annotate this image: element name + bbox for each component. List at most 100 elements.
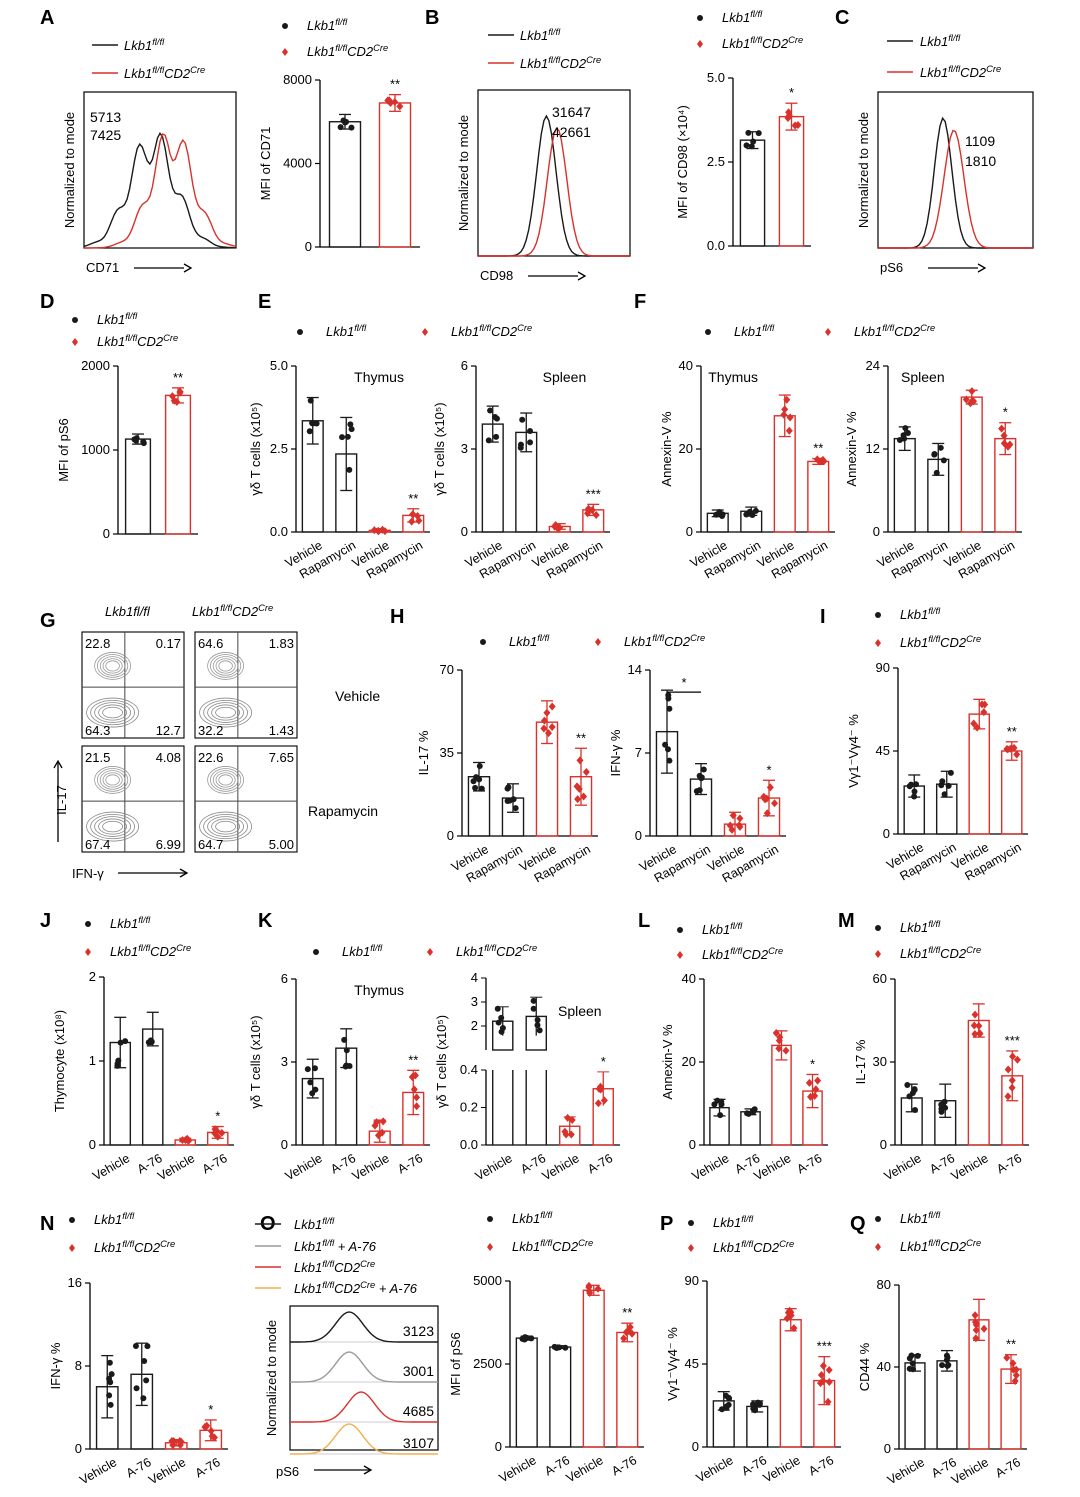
legend-label: Lkb1fl/fl — [342, 943, 383, 959]
text-span: Lkb1 — [713, 1240, 741, 1255]
y-tick-label: 0 — [461, 524, 468, 539]
text-span: Lkb1 — [97, 312, 125, 327]
legend-marker-ko — [688, 1244, 694, 1252]
superscript: Cre — [163, 333, 178, 343]
y-axis-label: γδ T cells (x10⁵) — [248, 1015, 263, 1108]
y-axis-label: Vγ1⁻Vγ4⁻ % — [846, 714, 861, 788]
text-span: Lkb1 — [512, 1239, 540, 1254]
x-tick-label: Vehicle — [77, 1455, 119, 1487]
data-point — [911, 788, 918, 795]
y-tick-label: 0 — [281, 1137, 288, 1152]
bar — [739, 139, 766, 247]
y-tick-label: 8000 — [283, 72, 312, 87]
text-span: CD2 — [491, 324, 518, 339]
data-point — [812, 1085, 820, 1094]
data-point — [564, 1113, 572, 1122]
histogram — [290, 1423, 438, 1455]
quadrant-value: 4.08 — [156, 750, 181, 765]
data-point — [947, 769, 954, 776]
legend-marker-control — [875, 1216, 881, 1222]
data-point — [745, 129, 752, 136]
y-tick-label: 40 — [877, 1359, 891, 1374]
y-tick-label: 0 — [686, 524, 693, 539]
flow-plot-frame — [194, 745, 298, 853]
panel-letter: P — [660, 1213, 673, 1235]
bar — [807, 460, 830, 533]
data-point — [504, 798, 511, 805]
data-point — [534, 1016, 541, 1023]
contour — [199, 811, 253, 842]
data-point — [939, 778, 946, 785]
data-point — [106, 1359, 113, 1366]
text-span: Lkb1 — [94, 1212, 122, 1227]
text-span: Lkb1 — [713, 1215, 741, 1230]
data-point — [913, 781, 920, 788]
data-point — [576, 756, 584, 765]
text-span: CD2 — [496, 944, 523, 959]
y-tick-label: 0.0 — [460, 1137, 478, 1152]
data-point — [622, 1328, 630, 1337]
mfi-value: 5713 — [90, 109, 121, 125]
contour — [215, 772, 236, 788]
data-point — [728, 825, 736, 834]
legend-marker-control — [697, 15, 703, 21]
quadrant-value: 21.5 — [85, 750, 110, 765]
significance-mark: ** — [390, 77, 400, 92]
data-point — [970, 719, 978, 728]
data-point — [148, 1038, 155, 1045]
quadrant-value: 64.3 — [85, 723, 110, 738]
data-point — [766, 783, 774, 792]
data-point — [933, 469, 940, 476]
data-point — [735, 821, 743, 830]
panel-letter: K — [258, 910, 273, 932]
data-point — [306, 428, 313, 435]
text-span: Lkb1 — [307, 18, 335, 33]
x-tick-label: A-76 — [795, 1151, 825, 1176]
y-tick-label: 5.0 — [270, 358, 288, 373]
y-tick-label: 0 — [883, 826, 890, 841]
y-axis-label: Thymocyte (x10⁸) — [52, 1010, 67, 1112]
x-tick-label: A-76 — [806, 1453, 836, 1478]
legend-label: Lkb1fl/fl — [920, 33, 961, 49]
superscript: Cre — [373, 43, 388, 53]
data-point — [750, 1401, 757, 1408]
data-point — [744, 1110, 751, 1117]
flow-plot-frame — [81, 745, 185, 853]
text-span: CD2 — [334, 1260, 361, 1275]
superscript: fl/fl — [537, 633, 550, 643]
y-tick-label: 0 — [103, 526, 110, 541]
x-tick-label: A-76 — [395, 1151, 425, 1176]
bar — [893, 437, 916, 533]
legend-marker-control — [875, 612, 881, 618]
text-span: Lkb1 — [854, 324, 882, 339]
data-point — [1004, 745, 1012, 754]
data-point — [1008, 1083, 1016, 1092]
superscript: fl/fl — [652, 633, 665, 643]
superscript: fl/fl — [928, 1238, 941, 1248]
legend-label: Lkb1fl/flCD2Cre — [702, 946, 783, 962]
data-point — [911, 793, 918, 800]
bar — [967, 1019, 990, 1146]
legend-label: Lkb1fl/fl — [900, 606, 941, 622]
data-point — [594, 1099, 602, 1108]
panel-letter: M — [838, 910, 855, 932]
text-span: Lkb1 — [900, 635, 928, 650]
data-point — [775, 1044, 783, 1053]
legend-marker-ko — [72, 338, 78, 346]
data-point — [786, 1306, 794, 1315]
superscript: fl/fl — [741, 1239, 754, 1249]
data-point — [173, 397, 181, 406]
superscript: Cre — [176, 943, 191, 953]
chart-B-hist: Normalized to mode CD98 31647 42661 — [456, 89, 631, 283]
data-point — [814, 1076, 822, 1085]
contour — [218, 660, 233, 672]
text-span: CD2 — [137, 334, 164, 349]
superscript: fl/fl — [354, 323, 367, 333]
data-point — [494, 1005, 501, 1012]
superscript: Cre — [788, 35, 803, 45]
superscript: fl/fl — [138, 943, 151, 953]
legend-label: Lkb1fl/fl + A-76 — [294, 1238, 377, 1254]
data-point — [600, 1096, 608, 1105]
